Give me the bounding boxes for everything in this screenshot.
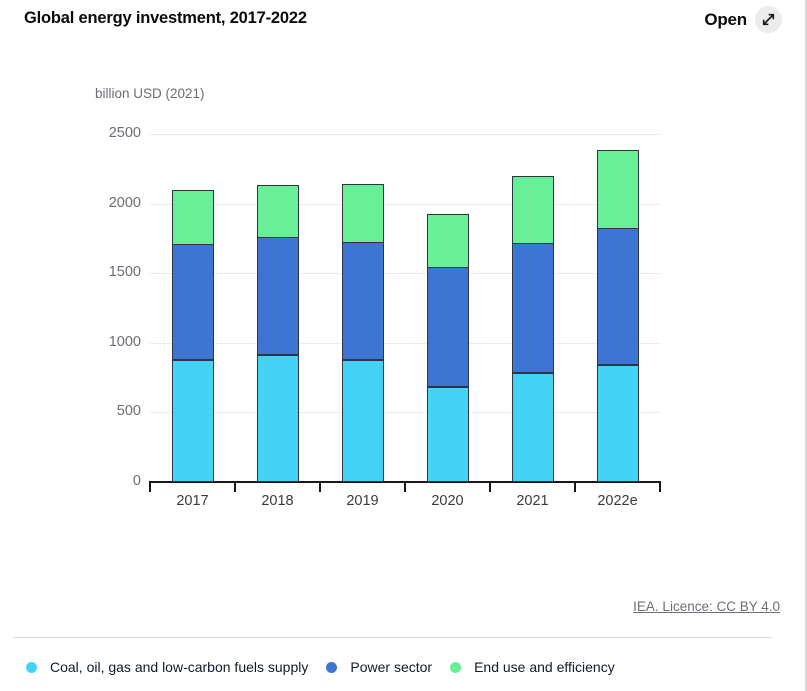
- page-title: Global energy investment, 2017-2022: [24, 9, 307, 27]
- legend-dot-end-use-efficiency: [450, 661, 462, 673]
- legend-item-fuels-supply[interactable]: Coal, oil, gas and low-carbon fuels supp…: [26, 659, 308, 675]
- gridline: [150, 134, 660, 135]
- gridline: [150, 412, 660, 413]
- x-axis-category-label: 2017: [176, 493, 209, 509]
- bar-segment-power-sector[interactable]: [342, 242, 384, 360]
- y-axis-tick-label: 2500: [108, 125, 141, 141]
- open-button[interactable]: Open: [704, 6, 782, 33]
- legend-dot-fuels-supply: [26, 661, 37, 673]
- bar-segment-end-use-efficiency[interactable]: [597, 150, 639, 229]
- legend-item-power-sector[interactable]: Power sector: [326, 659, 432, 675]
- bar-segment-fuels-supply[interactable]: [172, 360, 214, 482]
- bar-segment-end-use-efficiency[interactable]: [257, 185, 299, 238]
- y-axis-unit-label: billion USD (2021): [95, 86, 205, 101]
- bar-segment-fuels-supply[interactable]: [342, 360, 384, 482]
- x-axis-tick-mark: [404, 482, 406, 492]
- gridline: [150, 273, 660, 274]
- x-axis-tick-mark: [234, 482, 236, 492]
- frame-right-border: [805, 0, 807, 691]
- bar-segment-power-sector[interactable]: [427, 267, 469, 387]
- expand-diagonal-arrow-icon[interactable]: [755, 6, 782, 33]
- legend-label-end-use-efficiency: End use and efficiency: [474, 659, 615, 675]
- bar-segment-fuels-supply[interactable]: [427, 387, 469, 482]
- bar-segment-fuels-supply[interactable]: [512, 373, 554, 482]
- bar-segment-end-use-efficiency[interactable]: [512, 176, 554, 244]
- x-axis-tick-mark: [574, 482, 576, 492]
- bar-segment-power-sector[interactable]: [172, 244, 214, 360]
- gridline: [150, 204, 660, 205]
- x-axis-category-label: 2020: [431, 493, 464, 509]
- licence-link[interactable]: IEA. Licence: CC BY 4.0: [633, 599, 780, 614]
- legend-item-end-use-efficiency[interactable]: End use and efficiency: [450, 659, 615, 675]
- x-axis-tick-mark: [489, 482, 491, 492]
- bar-segment-fuels-supply[interactable]: [257, 355, 299, 482]
- y-axis-tick-label: 1000: [108, 334, 141, 350]
- bar-segment-power-sector[interactable]: [597, 228, 639, 365]
- bar-segment-end-use-efficiency[interactable]: [342, 184, 384, 243]
- x-axis-category-label: 2018: [261, 493, 294, 509]
- x-axis-category-label: 2022e: [597, 493, 638, 509]
- x-axis-tick-mark: [319, 482, 321, 492]
- x-axis-tick-mark: [659, 482, 661, 492]
- bar-segment-fuels-supply[interactable]: [597, 365, 639, 482]
- y-axis-tick-label: 2000: [108, 195, 141, 211]
- legend-label-fuels-supply: Coal, oil, gas and low-carbon fuels supp…: [50, 659, 309, 675]
- bar-segment-end-use-efficiency[interactable]: [172, 190, 214, 245]
- x-axis-tick-mark: [149, 482, 151, 492]
- footer-divider: [13, 637, 772, 638]
- chart-legend: Coal, oil, gas and low-carbon fuels supp…: [26, 659, 615, 675]
- y-axis-tick-label: 0: [132, 473, 141, 489]
- gridline: [150, 343, 660, 344]
- y-axis-tick-label: 1500: [108, 264, 141, 280]
- legend-dot-power-sector: [326, 661, 338, 673]
- bar-segment-power-sector[interactable]: [512, 243, 554, 373]
- bar-segment-end-use-efficiency[interactable]: [427, 214, 469, 268]
- x-axis-category-label: 2019: [346, 493, 379, 509]
- open-button-label: Open: [704, 9, 747, 29]
- bar-segment-power-sector[interactable]: [257, 237, 299, 355]
- legend-label-power-sector: Power sector: [350, 659, 433, 675]
- y-axis-tick-label: 500: [116, 403, 141, 419]
- x-axis-category-label: 2021: [516, 493, 549, 509]
